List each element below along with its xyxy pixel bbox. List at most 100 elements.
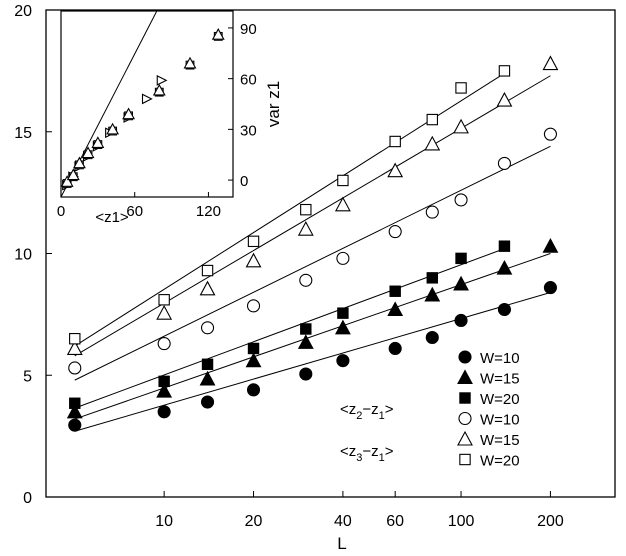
point-s3-5 [336,251,350,265]
legend-marker-5 [459,453,471,466]
point-s4-7 [424,135,441,151]
point-s1-3 [245,352,262,368]
point-s5-3 [247,235,260,248]
point-s4-5 [334,196,351,212]
point-s0-1 [157,405,171,419]
inset-plot: 0 60 120 0 30 60 90 <z1> var z1 [57,10,283,226]
inset-point-s2-7 [152,83,166,96]
inset-point-s0-7 [141,93,153,105]
point-s1-1 [156,382,173,398]
legend-label-2: W=20 [480,391,520,408]
legend-group-label-z2-z1: <z2−z1> [340,401,394,422]
x-tick-label-10: 10 [155,513,173,530]
point-s2-3 [247,342,260,355]
y-tick-label-15: 15 [14,125,32,142]
point-s5-6 [389,135,401,148]
point-s2-8 [455,252,467,265]
legend-marker-1 [457,369,473,385]
inset-point-s2-1 [66,168,80,181]
point-s4-8 [453,118,469,134]
point-s5-2 [201,264,214,277]
point-s3-0 [68,361,82,375]
point-s2-9 [498,240,511,252]
inset-y-tick-label-30: 30 [240,122,257,139]
point-s4-3 [245,252,262,268]
point-s2-4 [300,323,312,335]
point-s2-0 [69,397,81,409]
point-s4-2 [199,280,216,296]
main-data-points [66,55,559,432]
point-s5-0 [69,333,81,345]
point-s0-3 [246,383,261,397]
y-tick-label-10: 10 [14,247,32,264]
point-s5-7 [426,113,438,126]
point-s2-2 [201,358,214,371]
main-y-ticks: 0 5 10 15 20 [14,3,52,507]
legend-group-label-z3-z1: <z3−z1> [340,443,394,464]
inset-background [61,11,233,197]
inset-point-s2-4 [91,136,105,148]
point-s5-5 [337,174,349,187]
point-s1-0 [66,403,83,419]
point-s2-5 [337,307,349,319]
inset-y-tick-label-90: 90 [240,21,257,38]
point-s4-1 [156,304,173,320]
point-s1-7 [424,286,441,302]
point-s1-9 [496,259,513,275]
inset-x-tick-label-60: 60 [126,203,143,220]
point-s3-9 [497,156,511,170]
point-s4-6 [387,162,404,178]
inset-x-axis-label: <z1> [95,209,129,226]
point-s0-2 [200,395,215,409]
point-s4-4 [297,220,314,236]
legend-label-0: W=10 [480,350,520,367]
point-s0-10 [543,281,557,295]
inset-data-points [60,28,225,191]
point-s1-4 [297,334,314,349]
point-s0-5 [336,354,350,368]
y-tick-label-5: 5 [23,368,32,385]
point-s0-0 [68,418,82,432]
legend-marker-0 [458,350,472,364]
point-s1-2 [199,370,216,386]
point-s3-2 [200,321,215,335]
y-tick-label-0: 0 [23,490,32,507]
main-x-ticks: 10 20 40 60 100 200 [155,491,564,530]
point-s5-1 [158,294,170,306]
fit-line-series-4 [74,75,551,357]
legend-label-4: W=15 [480,432,520,449]
legend-label-1: W=15 [480,371,520,388]
legend-marker-4 [457,430,473,446]
inset-y-axis-label: var z1 [264,81,283,127]
x-tick-label-60: 60 [386,513,404,530]
point-s4-9 [496,91,513,107]
legend: W=10 W=15 W=20 W=10 W=15 W=20 <z2−z1> <z3−z1> [340,350,520,470]
x-tick-label-200: 200 [537,513,564,530]
point-s4-10 [542,55,559,71]
fit-line-series-0 [74,291,551,432]
y-tick-label-20: 20 [14,3,32,20]
x-tick-label-100: 100 [448,513,475,530]
fit-line-series-3 [74,145,551,381]
point-s3-8 [454,193,468,207]
point-s2-1 [158,375,170,388]
inset-point-s2-2 [72,156,86,169]
point-s2-6 [389,285,401,297]
point-s3-6 [388,225,402,239]
point-s1-6 [387,301,404,317]
x-tick-label-40: 40 [334,513,352,530]
point-s3-7 [425,205,439,219]
point-s3-10 [543,127,557,141]
inset-x-tick-label-0: 0 [57,203,65,220]
point-s3-4 [299,273,313,287]
point-s0-4 [299,367,313,381]
legend-marker-3 [458,411,472,426]
inset-y-tick-label-0: 0 [240,173,248,190]
point-s4-0 [66,340,83,356]
inset-x-tick-label-120: 120 [196,203,221,220]
inset-point-s2-5 [106,122,120,135]
x-axis-label: L [337,534,346,553]
inset-x-ticks: 0 60 120 [57,192,221,220]
point-s5-4 [300,203,312,216]
